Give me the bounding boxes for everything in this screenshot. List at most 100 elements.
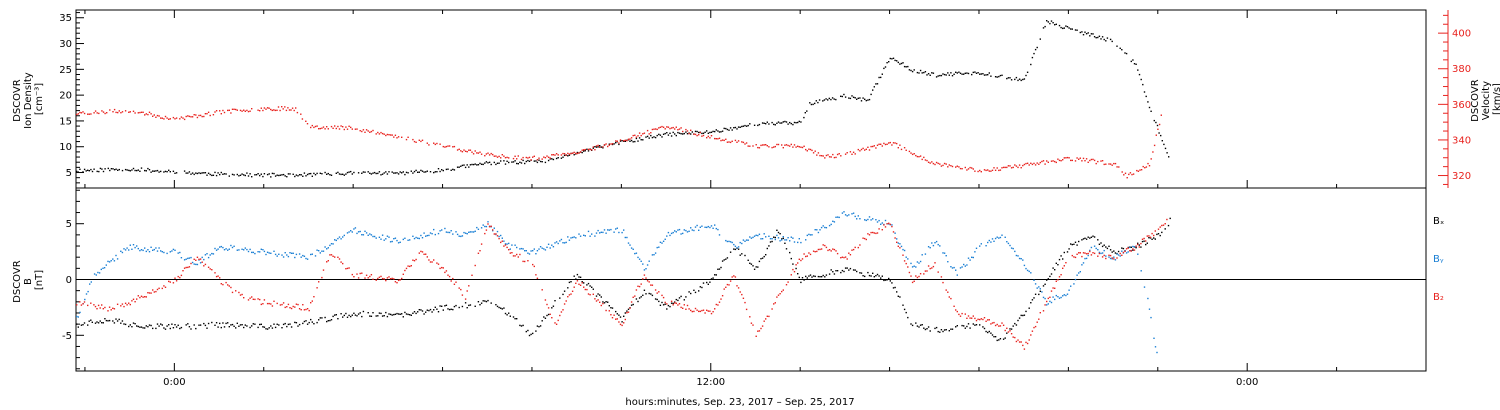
bx-point xyxy=(139,326,141,328)
density-point xyxy=(979,73,981,75)
by-point xyxy=(712,227,714,229)
bz-point xyxy=(214,272,216,274)
velocity-point xyxy=(223,111,226,114)
density-tick-label: 25 xyxy=(59,65,72,76)
bz-point xyxy=(982,318,984,321)
bx-point xyxy=(235,327,237,329)
by-point xyxy=(749,236,751,238)
density-point xyxy=(193,173,195,176)
by-point xyxy=(514,244,516,246)
bz-point xyxy=(471,274,473,276)
by-point xyxy=(140,249,143,251)
density-point xyxy=(1055,23,1057,25)
density-point xyxy=(739,126,741,128)
bx-point xyxy=(856,270,858,273)
velocity-point xyxy=(96,112,98,114)
by-point xyxy=(929,247,931,249)
density-point xyxy=(942,73,944,75)
velocity-point xyxy=(1155,134,1157,136)
by-point xyxy=(599,232,601,234)
density-point xyxy=(587,150,590,152)
bx-point xyxy=(570,281,572,283)
density-point xyxy=(1076,29,1078,31)
bx-point xyxy=(1068,248,1070,250)
velocity-point xyxy=(464,150,467,152)
density-point xyxy=(397,173,400,175)
by-point xyxy=(793,241,796,243)
bx-point xyxy=(1161,231,1163,234)
velocity-point xyxy=(243,109,245,111)
density-point xyxy=(818,99,821,101)
velocity-point xyxy=(864,149,866,151)
bz-point xyxy=(260,303,262,306)
density-point xyxy=(346,171,349,174)
bx-point xyxy=(327,320,329,322)
by-point xyxy=(1087,254,1089,257)
velocity-point xyxy=(266,107,269,109)
density-point xyxy=(402,171,404,173)
velocity-point xyxy=(1136,169,1138,172)
bz-point xyxy=(137,295,139,297)
bz-point xyxy=(680,306,682,309)
velocity-point xyxy=(179,118,181,120)
by-point xyxy=(744,240,746,242)
velocity-label-line-1: DSCOVR xyxy=(1470,79,1481,122)
by-point xyxy=(546,246,548,248)
velocity-point xyxy=(793,144,796,146)
density-point xyxy=(305,175,307,177)
velocity-point xyxy=(180,116,183,118)
by-point xyxy=(884,219,887,222)
by-point xyxy=(191,261,194,264)
bx-point xyxy=(1033,297,1035,299)
velocity-point xyxy=(889,141,891,144)
velocity-point xyxy=(300,113,302,115)
density-point xyxy=(383,172,385,174)
bx-point xyxy=(538,326,540,328)
density-point xyxy=(1160,134,1162,137)
density-point xyxy=(222,173,224,175)
by-point xyxy=(805,239,807,241)
velocity-point xyxy=(484,155,486,157)
bx-point xyxy=(670,302,673,304)
density-point xyxy=(401,172,403,174)
density-point xyxy=(185,172,187,174)
bz-point xyxy=(586,288,588,291)
bx-point xyxy=(1121,247,1123,249)
velocity-point xyxy=(862,147,864,150)
by-point xyxy=(1140,270,1142,272)
velocity-point xyxy=(803,145,805,147)
velocity-point xyxy=(774,145,776,148)
bx-point xyxy=(883,279,885,282)
bx-point xyxy=(894,286,896,289)
bz-point xyxy=(401,277,403,280)
density-point xyxy=(726,128,729,131)
velocity-point xyxy=(461,151,464,153)
bz-point xyxy=(1151,232,1153,235)
velocity-point xyxy=(994,169,997,171)
bz-point xyxy=(1141,238,1144,240)
by-point xyxy=(769,238,772,240)
velocity-point xyxy=(1002,166,1005,169)
by-point xyxy=(199,262,202,264)
bz-point xyxy=(656,292,658,294)
by-point xyxy=(252,251,254,254)
velocity-point xyxy=(547,156,550,158)
by-point xyxy=(913,265,915,267)
by-point xyxy=(680,233,682,235)
by-point xyxy=(714,224,716,226)
bz-point xyxy=(1164,223,1166,225)
bz-point xyxy=(758,330,761,332)
bx-point xyxy=(260,323,262,325)
bx-point xyxy=(434,306,436,308)
bx-point xyxy=(635,298,638,300)
velocity-point xyxy=(825,154,828,157)
velocity-point xyxy=(318,128,320,130)
bx-point xyxy=(1023,314,1026,316)
density-point xyxy=(630,139,633,142)
velocity-point xyxy=(501,154,503,156)
velocity-point xyxy=(112,111,114,113)
density-point xyxy=(488,161,491,163)
velocity-point xyxy=(365,129,368,131)
velocity-point xyxy=(1132,173,1135,175)
bz-point xyxy=(886,223,888,225)
